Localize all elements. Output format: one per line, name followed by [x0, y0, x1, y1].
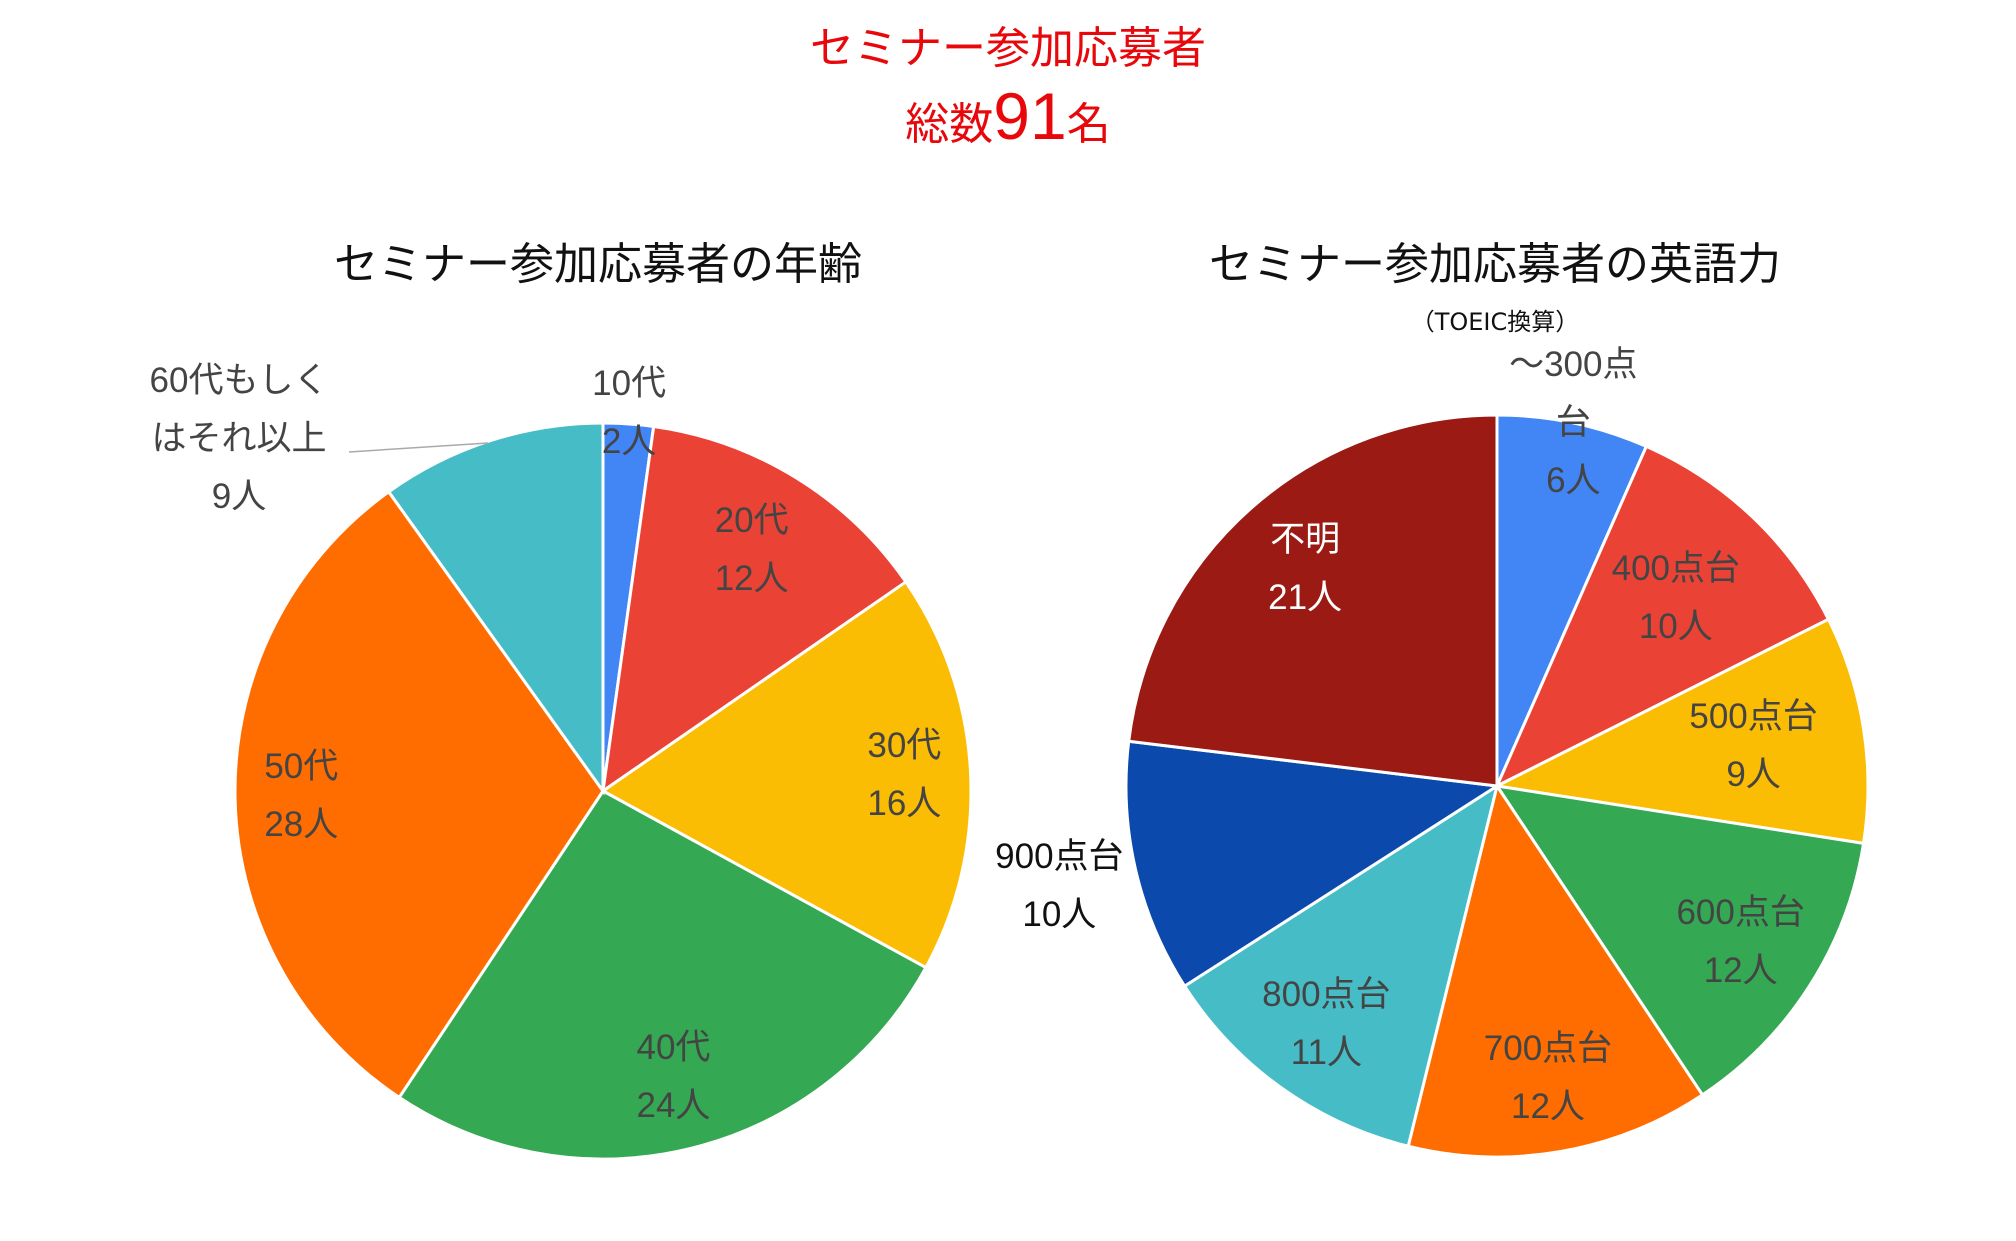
- total-prefix: 総数: [905, 99, 994, 150]
- slice-value-label: 12人: [1703, 951, 1778, 991]
- total-suffix: 名: [1066, 99, 1111, 150]
- slice-category: 400点台: [1611, 548, 1741, 588]
- slice-label: 600点台 12人: [1666, 884, 1816, 1000]
- slice-label: 900点台 10人: [984, 828, 1134, 944]
- slice-label: 不明 21人: [1230, 511, 1380, 627]
- page-title: セミナー参加応募者: [810, 23, 1206, 74]
- slice-label: 400点台 10人: [1601, 540, 1751, 656]
- chart-title: セミナー参加応募者の英語力: [1209, 239, 1781, 290]
- slice-category: 10代: [592, 363, 667, 403]
- pie-slice: [1493, 444, 1831, 790]
- leader-line: [348, 442, 489, 453]
- slice-value-label: 9人: [211, 477, 267, 516]
- pie-slice: [1493, 783, 1866, 1098]
- slice-value-label: 10人: [1638, 606, 1713, 646]
- slice-value-label: 28人: [264, 805, 339, 845]
- pie-slice: [1127, 413, 1499, 788]
- pie-slice: [397, 789, 928, 1161]
- slice-label: 700点台 12人: [1473, 1020, 1623, 1136]
- pie-slice: [233, 489, 605, 1100]
- pie-slice: [600, 579, 973, 970]
- slice-category: 60代もしくはそれ以上: [149, 361, 329, 458]
- slice-value-label: 11人: [1290, 1033, 1363, 1073]
- slice-label: 30代 16人: [804, 717, 1004, 833]
- slice-category: 不明: [1270, 520, 1341, 560]
- pie-slice: [1182, 782, 1500, 1149]
- chart-subtitle: （TOEIC換算）: [1410, 308, 1580, 336]
- slice-value-label: 12人: [1511, 1087, 1585, 1127]
- slice-value-label: 12人: [714, 558, 789, 598]
- slice-value-label: 2人: [601, 421, 657, 461]
- slice-label: ～300点台 6人: [1498, 336, 1648, 510]
- total-value: 91: [993, 79, 1067, 153]
- slice-label: 20代 12人: [652, 492, 852, 608]
- pie-slice: [1124, 739, 1502, 989]
- slice-category: 20代: [714, 500, 789, 540]
- slice-label: 10代 2人: [529, 355, 729, 471]
- slice-category: 900点台: [995, 836, 1124, 876]
- pie-slice: [1492, 617, 1870, 846]
- total-line: 総数91名: [0, 78, 2016, 154]
- slice-category: ～300点台: [1509, 344, 1638, 442]
- slice-category: 50代: [264, 747, 339, 787]
- slice-label: 50代 28人: [201, 738, 401, 854]
- pie-slice: [601, 424, 908, 795]
- slice-category: 30代: [867, 726, 942, 766]
- slice-category: 700点台: [1483, 1029, 1613, 1069]
- slice-value-label: 24人: [636, 1085, 711, 1125]
- slice-category: 800点台: [1262, 975, 1391, 1015]
- slice-category: 40代: [636, 1027, 711, 1067]
- slice-value-label: 9人: [1726, 754, 1781, 794]
- slice-value-label: 21人: [1268, 578, 1343, 618]
- pie-slice: [386, 421, 605, 796]
- slice-label: 60代もしくはそれ以上 9人: [139, 352, 339, 526]
- slice-label: 800点台 11人: [1251, 966, 1401, 1082]
- slice-value-label: 16人: [867, 784, 942, 824]
- chart-title: セミナー参加応募者の年齢: [334, 239, 862, 290]
- slice-label: 40代 24人: [573, 1019, 773, 1135]
- slice-category: 600点台: [1676, 893, 1805, 933]
- pie-slice: [1495, 413, 1649, 787]
- slice-label: 500点台 9人: [1679, 688, 1829, 804]
- slice-value-label: 10人: [1022, 894, 1097, 934]
- pie-slice: [1406, 782, 1705, 1159]
- slice-category: 500点台: [1689, 696, 1818, 736]
- slice-value-label: 6人: [1546, 460, 1601, 500]
